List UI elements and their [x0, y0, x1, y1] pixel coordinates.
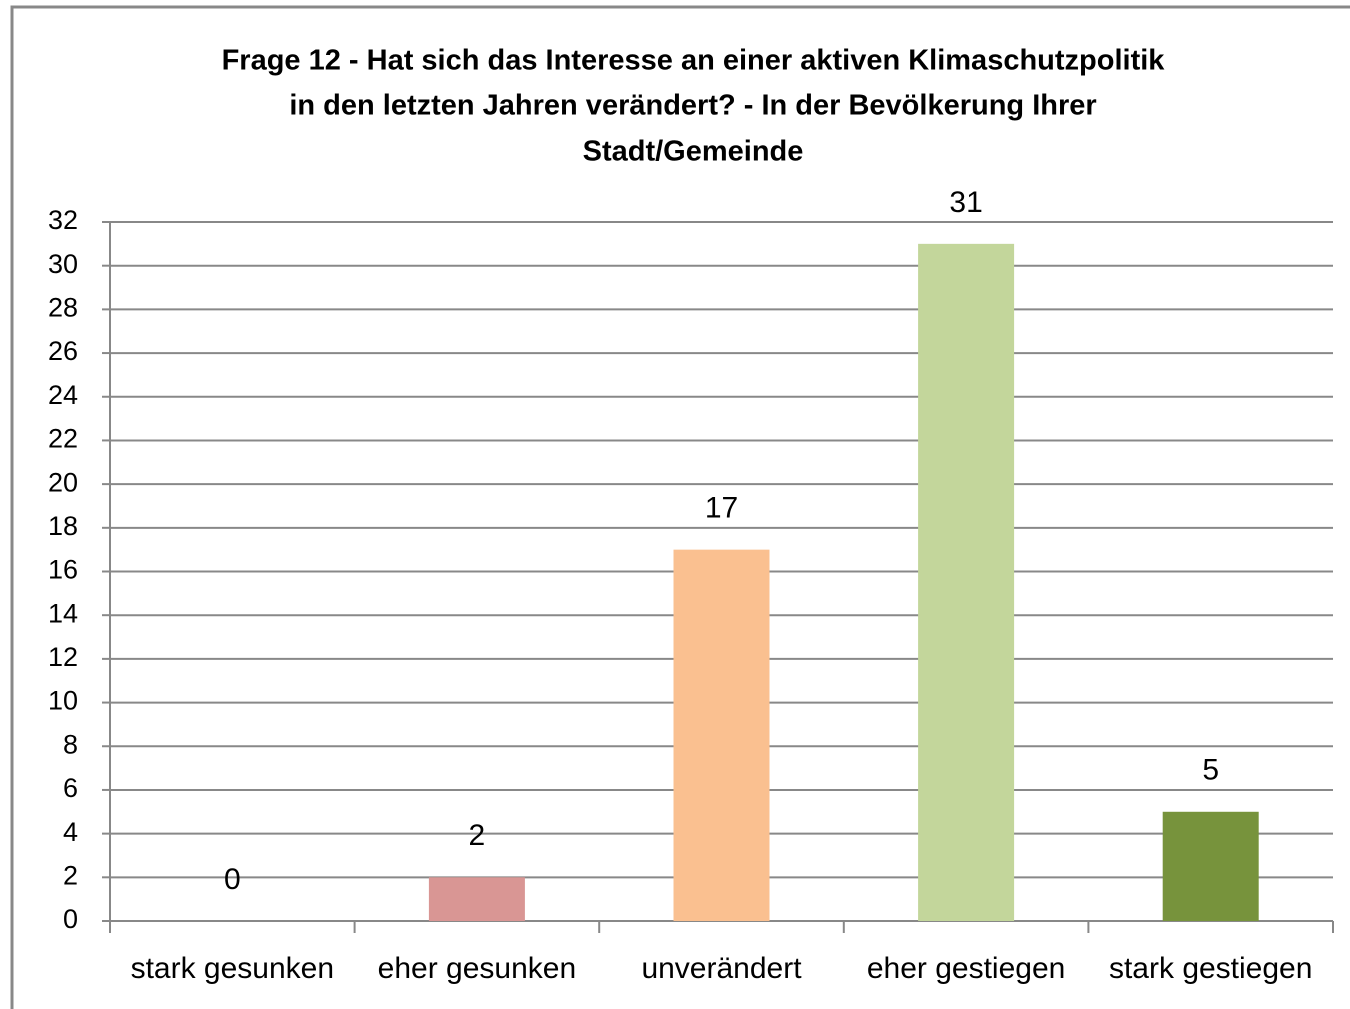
y-tick-label: 24: [48, 380, 78, 410]
y-tick-label: 28: [48, 293, 78, 323]
data-label: 31: [949, 186, 982, 219]
y-tick-label: 20: [48, 467, 78, 497]
y-tick-label: 14: [48, 598, 78, 628]
y-tick-label: 16: [48, 555, 78, 585]
bar: [1162, 811, 1259, 921]
y-tick-label: 22: [48, 424, 78, 454]
x-tick-label: stark gesunken: [131, 952, 334, 985]
y-tick-label: 2: [63, 860, 78, 890]
y-tick-label: 30: [48, 249, 78, 279]
y-tick-label: 6: [63, 773, 78, 803]
bar: [918, 243, 1015, 921]
x-tick-label: eher gesunken: [378, 952, 577, 985]
y-tick-label: 0: [63, 904, 78, 934]
bar: [428, 877, 525, 921]
data-label: 0: [224, 863, 241, 896]
chart-title: Stadt/Gemeinde: [583, 136, 804, 168]
y-tick-label: 4: [63, 817, 78, 847]
data-label: 2: [469, 819, 486, 852]
y-tick-label: 12: [48, 642, 78, 672]
x-tick-label: eher gestiegen: [867, 952, 1066, 985]
y-tick-label: 18: [48, 511, 78, 541]
chart-title: in den letzten Jahren verändert? - In de…: [289, 90, 1096, 122]
chart-title: Frage 12 - Hat sich das Interesse an ein…: [222, 45, 1166, 77]
y-tick-label: 8: [63, 729, 78, 759]
y-tick-label: 10: [48, 686, 78, 716]
y-tick-label: 26: [48, 336, 78, 366]
data-label: 17: [705, 492, 738, 525]
bar: [673, 549, 770, 921]
y-tick-label: 32: [48, 205, 78, 235]
data-label: 5: [1202, 754, 1219, 787]
x-tick-label: stark gestiegen: [1109, 952, 1312, 985]
x-tick-label: unverändert: [641, 952, 802, 985]
